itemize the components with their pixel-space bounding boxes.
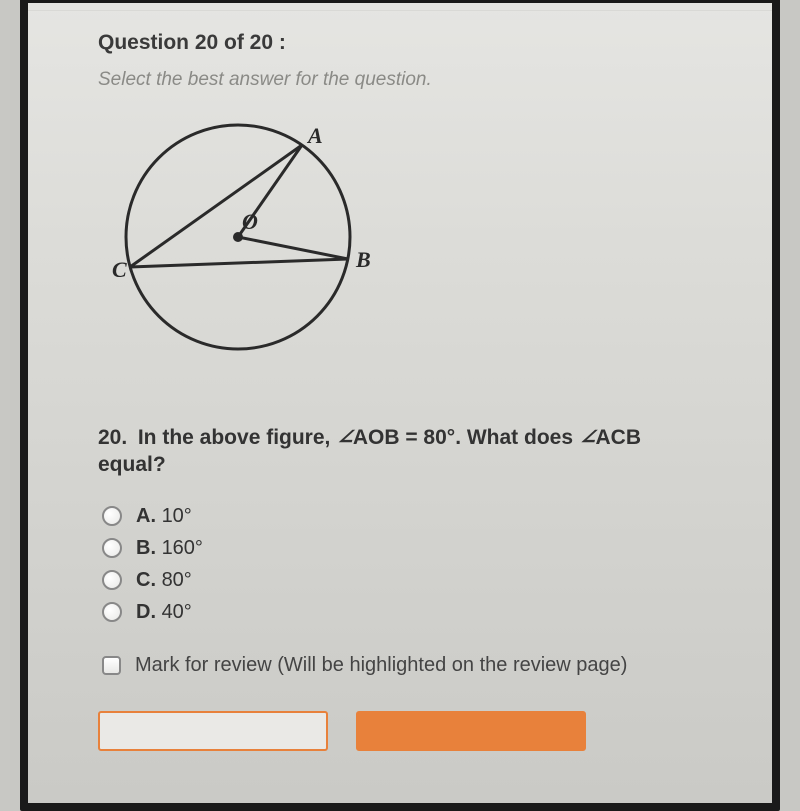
- checkbox-icon[interactable]: [102, 656, 121, 675]
- label-A: A: [306, 123, 323, 148]
- angle1-name: AOB: [353, 426, 400, 449]
- circle-diagram: O A B C: [98, 99, 388, 359]
- option-letter: D.: [136, 601, 156, 623]
- option-label: C. 80°: [136, 569, 192, 592]
- angle2-name: ACB: [595, 426, 641, 449]
- question-prompt: 20. In the above figure, ∠AOB = 80°. Wha…: [98, 424, 702, 479]
- radio-icon[interactable]: [102, 602, 122, 622]
- nav-buttons: [98, 711, 702, 751]
- option-d[interactable]: D. 40°: [102, 601, 702, 624]
- mark-for-review[interactable]: Mark for review (Will be highlighted on …: [102, 654, 702, 677]
- option-label: B. 160°: [136, 537, 203, 560]
- geometry-figure: O A B C: [98, 99, 702, 364]
- question-eq-part: = 80°. What does: [400, 426, 579, 449]
- question-number: 20.: [98, 424, 132, 451]
- option-value: 40°: [162, 601, 192, 623]
- next-button[interactable]: [356, 711, 586, 751]
- review-label: Mark for review (Will be highlighted on …: [135, 654, 627, 677]
- content-area: Question 20 of 20 : Select the best answ…: [28, 31, 772, 771]
- option-value: 10°: [162, 505, 192, 527]
- option-a[interactable]: A. 10°: [102, 505, 702, 528]
- option-letter: B.: [136, 537, 156, 559]
- option-label: A. 10°: [136, 505, 192, 528]
- angle-symbol-icon: ∠: [336, 425, 353, 449]
- option-c[interactable]: C. 80°: [102, 569, 702, 592]
- option-value: 80°: [162, 569, 192, 591]
- label-B: B: [355, 247, 371, 272]
- device-frame: Question 20 of 20 : Select the best answ…: [20, 0, 780, 811]
- radio-icon[interactable]: [102, 538, 122, 558]
- option-b[interactable]: B. 160°: [102, 537, 702, 560]
- option-letter: A.: [136, 505, 156, 527]
- label-O: O: [242, 209, 258, 234]
- quiz-page: Question 20 of 20 : Select the best answ…: [28, 3, 772, 803]
- line-CB: [130, 259, 348, 267]
- option-label: D. 40°: [136, 601, 192, 624]
- angle-symbol-icon: ∠: [579, 425, 596, 449]
- page-top-divider: [28, 3, 772, 11]
- prev-button[interactable]: [98, 711, 328, 751]
- question-text-after: equal?: [98, 453, 166, 476]
- question-counter: Question 20 of 20 :: [98, 31, 702, 55]
- answer-options: A. 10° B. 160° C. 80°: [102, 505, 702, 624]
- line-OB: [238, 237, 348, 259]
- label-C: C: [112, 257, 127, 282]
- option-letter: C.: [136, 569, 156, 591]
- line-CA: [130, 145, 302, 267]
- question-text-part: In the above figure,: [138, 426, 336, 449]
- radio-icon[interactable]: [102, 506, 122, 526]
- question-instruction: Select the best answer for the question.: [98, 69, 702, 91]
- option-value: 160°: [162, 537, 203, 559]
- radio-icon[interactable]: [102, 570, 122, 590]
